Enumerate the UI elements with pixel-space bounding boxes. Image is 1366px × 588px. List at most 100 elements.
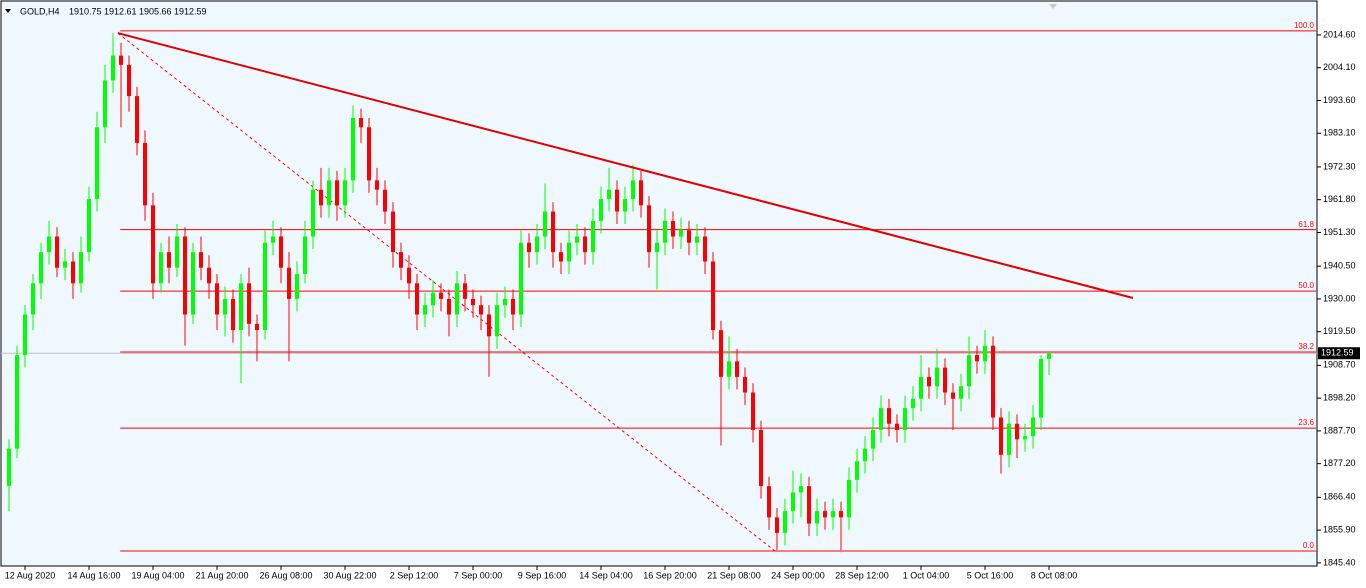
- candle-body: [183, 236, 187, 315]
- price-box: [1318, 347, 1360, 360]
- low-value: 1905.66: [139, 6, 172, 16]
- candle-body: [311, 189, 315, 237]
- candle-body: [663, 220, 667, 243]
- candle-body: [551, 211, 555, 253]
- candle-body: [999, 417, 1003, 455]
- candle-body: [911, 398, 915, 409]
- candle-body: [119, 55, 123, 65]
- plot-area: [0, 0, 1318, 567]
- candle-body: [143, 142, 147, 206]
- candle-body: [199, 252, 203, 268]
- candle-body: [1031, 417, 1035, 437]
- y-tick-label: 1898.20: [1323, 393, 1356, 403]
- candle-body: [487, 314, 491, 337]
- fib-label: 100.0: [1294, 21, 1315, 30]
- candle-body: [79, 252, 83, 284]
- candle-body: [471, 298, 475, 306]
- candle-body: [599, 199, 603, 221]
- candle-body: [255, 323, 259, 331]
- candle-body: [383, 189, 387, 212]
- candle-body: [1047, 353, 1051, 359]
- candle-body: [423, 305, 427, 315]
- candle-body: [935, 367, 939, 387]
- candle-body: [31, 283, 35, 315]
- price-label: 1912.59: [1321, 348, 1354, 358]
- candle-body: [151, 205, 155, 284]
- candle-body: [791, 492, 795, 512]
- candle-body: [215, 283, 219, 315]
- candle-body: [359, 117, 363, 128]
- candle-body: [615, 189, 619, 212]
- candle-body: [863, 448, 867, 462]
- candle-body: [407, 267, 411, 284]
- fib-diagonal: [117, 32, 776, 552]
- candle-body: [839, 511, 843, 518]
- candle-body: [1039, 358, 1043, 418]
- candle-body: [455, 283, 459, 315]
- candle-body: [375, 180, 379, 190]
- y-tick-label: 1940.50: [1323, 261, 1356, 271]
- y-tick-label: 1855.90: [1323, 524, 1356, 534]
- candle-body: [543, 211, 547, 237]
- candle-body: [727, 361, 731, 377]
- y-tick-label: 1993.60: [1323, 95, 1356, 105]
- candle-body: [175, 236, 179, 268]
- candle-body: [871, 429, 875, 449]
- candle-body: [247, 283, 251, 324]
- candle-body: [1007, 423, 1011, 455]
- fib-label: 0.0: [1303, 541, 1315, 550]
- candle-body: [639, 180, 643, 206]
- candle-body: [95, 127, 99, 200]
- x-tick-label: 19 Aug 04:00: [131, 570, 184, 580]
- candle-body: [279, 236, 283, 268]
- candle-body: [231, 298, 235, 331]
- candle-body: [319, 189, 323, 206]
- candle-body: [463, 283, 467, 299]
- candle-body: [127, 64, 131, 97]
- y-tick-label: 2014.60: [1323, 29, 1356, 39]
- candle-body: [47, 236, 51, 253]
- x-tick-label: 8 Oct 08:00: [1031, 570, 1078, 580]
- candle-body: [343, 180, 347, 206]
- candle-body: [367, 127, 371, 181]
- candle-body: [927, 376, 931, 387]
- candle-body: [967, 355, 971, 387]
- candle-body: [575, 236, 579, 243]
- candle-body: [63, 261, 67, 268]
- candle-body: [431, 292, 435, 306]
- candle-body: [583, 236, 587, 253]
- candle-body: [711, 261, 715, 331]
- menu-arrow[interactable]: [5, 9, 11, 13]
- candle-body: [327, 180, 331, 206]
- x-tick-label: 2 Sep 12:00: [390, 570, 439, 580]
- candle-body: [743, 376, 747, 393]
- candle-body: [919, 376, 923, 399]
- candle-body: [591, 220, 595, 253]
- y-tick-label: 2004.10: [1323, 62, 1356, 72]
- candle-body: [287, 267, 291, 299]
- candle-body: [703, 236, 707, 262]
- candle-body: [335, 180, 339, 206]
- candle-body: [527, 242, 531, 253]
- x-tick-label: 26 Aug 08:00: [259, 570, 312, 580]
- x-tick-label: 16 Sep 20:00: [643, 570, 697, 580]
- candle-body: [983, 345, 987, 362]
- candle-body: [39, 252, 43, 284]
- candle-body: [655, 242, 659, 253]
- candle-body: [807, 486, 811, 524]
- x-tick-label: 21 Aug 20:00: [195, 570, 248, 580]
- candle-body: [567, 242, 571, 262]
- y-tick-label: 1930.00: [1323, 293, 1356, 303]
- y-tick-label: 1983.10: [1323, 128, 1356, 138]
- x-tick-label: 14 Aug 16:00: [67, 570, 120, 580]
- y-tick-label: 1951.30: [1323, 227, 1356, 237]
- symbol: GOLD,H4: [20, 6, 60, 16]
- candle-body: [223, 298, 227, 315]
- candle-body: [15, 355, 19, 449]
- candle-body: [7, 448, 11, 487]
- candle-body: [775, 517, 779, 533]
- candle-body: [271, 236, 275, 243]
- candle-body: [191, 252, 195, 315]
